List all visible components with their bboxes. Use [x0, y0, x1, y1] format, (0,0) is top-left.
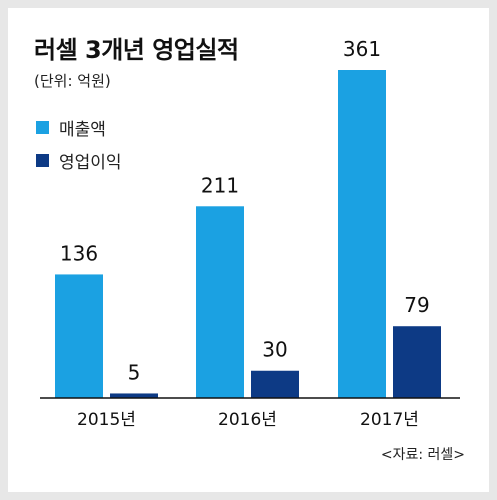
bar-revenue-1: [196, 206, 244, 398]
chart-title: 러셀 3개년 영업실적: [34, 36, 239, 64]
data-label-operating-profit-2: 79: [404, 293, 429, 317]
legend-item-operating-profit: 영업이익: [36, 150, 122, 173]
legend-item-revenue: 매출액: [36, 117, 106, 140]
bar-operating-profit-0: [110, 393, 158, 398]
x-tick-label-2: 2017년: [360, 410, 419, 430]
x-tick-label-1: 2016년: [218, 410, 277, 430]
legend-swatch-revenue: [36, 120, 49, 134]
bar-revenue-2: [338, 70, 386, 398]
bar-revenue-0: [55, 274, 103, 398]
unit-label: (단위: 억원): [34, 72, 111, 90]
data-label-operating-profit-1: 30: [262, 338, 287, 362]
x-tick-label-0: 2015년: [77, 410, 136, 430]
legend-label-revenue: 매출액: [59, 119, 106, 140]
legend-swatch-operating-profit: [36, 153, 49, 167]
bar-operating-profit-2: [393, 326, 441, 398]
data-label-revenue-1: 211: [201, 173, 239, 197]
bar-operating-profit-1: [251, 370, 299, 398]
source-note: <자료: 러셀>: [380, 447, 465, 463]
data-label-revenue-0: 136: [60, 241, 98, 265]
legend-label-operating-profit: 영업이익: [59, 152, 122, 173]
data-label-operating-profit-0: 5: [128, 360, 141, 384]
data-label-revenue-2: 361: [343, 37, 381, 61]
